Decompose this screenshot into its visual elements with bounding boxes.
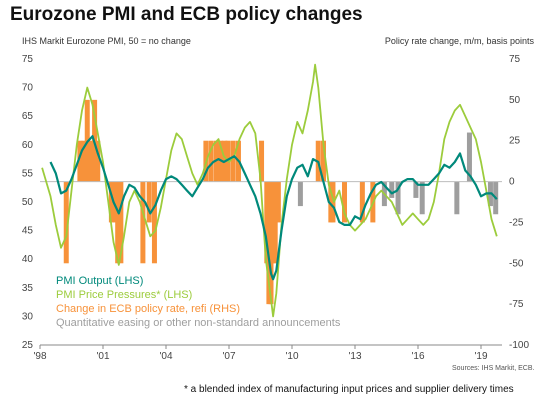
- non-standard-bar-0: [297, 181, 303, 207]
- non-standard-bar-5: [419, 181, 425, 215]
- policy-rate-bar-4: [88, 140, 94, 182]
- legend-policy-rate: Change in ECB policy rate, refi (RHS): [56, 303, 240, 315]
- x-tick-label: '01: [96, 351, 109, 362]
- legend-non-standard: Quantitative easing or other non-standar…: [56, 317, 341, 329]
- policy-rate-bar-9: [115, 181, 121, 264]
- non-standard-bar-2: [389, 181, 395, 198]
- non-standard-bar-4: [413, 181, 419, 198]
- x-tick-label: '98: [33, 351, 46, 362]
- left-tick-label: 65: [22, 111, 34, 122]
- policy-rate-bar-0: [63, 181, 69, 264]
- right-tick-label: 25: [509, 136, 521, 147]
- policy-rate-bar-20: [230, 140, 236, 182]
- policy-rate-bar-13: [151, 181, 157, 264]
- non-standard-bar-6: [454, 181, 460, 215]
- policy-rate-bar-33: [342, 181, 347, 223]
- policy-rate-bar-32: [330, 181, 336, 223]
- left-tick-label: 70: [22, 83, 34, 94]
- legend-pmi-price: PMI Price Pressures* (LHS): [56, 289, 192, 301]
- right-tick-label: -75: [509, 299, 524, 310]
- policy-rate-bar-27: [272, 181, 278, 264]
- policy-rate-bar-30: [321, 140, 326, 182]
- non-standard-bar-3: [395, 181, 401, 215]
- policy-rate-bar-10: [118, 181, 124, 264]
- policy-rate-bar-1: [77, 140, 83, 182]
- left-tick-label: 40: [22, 254, 34, 265]
- left-tick-label: 50: [22, 197, 34, 208]
- left-tick-label: 60: [22, 140, 34, 151]
- x-tick-label: '13: [348, 351, 361, 362]
- chart-title: Eurozone PMI and ECB policy changes: [10, 4, 363, 25]
- right-tick-label: -100: [509, 340, 529, 351]
- policy-rate-bar-6: [95, 140, 101, 182]
- non-standard-bar-7: [466, 132, 472, 182]
- left-tick-label: 55: [22, 168, 34, 179]
- footnote: * a blended index of manufacturing input…: [184, 384, 514, 395]
- x-tick-label: '04: [159, 351, 172, 362]
- left-tick-label: 35: [22, 283, 34, 294]
- left-tick-label: 75: [22, 54, 34, 65]
- legend: PMI Output (LHS) PMI Price Pressures* (LH…: [56, 275, 341, 329]
- right-tick-label: 0: [509, 177, 515, 188]
- policy-rate-bar-34: [359, 181, 365, 223]
- left-tick-label: 25: [22, 340, 34, 351]
- policy-rate-bar-2: [81, 140, 87, 182]
- policy-rate-bar-11: [140, 181, 146, 264]
- policy-rate-bar-12: [146, 181, 152, 223]
- right-tick-label: -50: [509, 258, 524, 269]
- x-tick-label: '19: [474, 351, 487, 362]
- source-note: Sources: IHS Markit, ECB.: [452, 365, 535, 372]
- policy-rate-bar-28: [275, 181, 281, 223]
- pmi-output-line: [49, 135, 498, 281]
- policy-rate-bar-22: [259, 140, 265, 182]
- right-tick-label: 50: [509, 95, 521, 106]
- right-tick-label: 75: [509, 54, 521, 65]
- x-tick-label: '16: [411, 351, 424, 362]
- x-tick-label: '07: [222, 351, 235, 362]
- left-axis-note: IHS Markit Eurozone PMI, 50 = no change: [22, 36, 191, 46]
- right-axis-note: Policy rate change, m/m, basis points: [384, 36, 534, 46]
- left-tick-label: 30: [22, 311, 34, 322]
- legend-pmi-output: PMI Output (LHS): [56, 275, 143, 287]
- pmi-price-line: [41, 63, 498, 318]
- right-tick-label: -25: [509, 217, 524, 228]
- policy-rate-bar-7: [108, 181, 114, 223]
- left-tick-label: 45: [22, 226, 34, 237]
- policy-rate-bar-15: [208, 140, 214, 182]
- x-tick-label: '10: [285, 351, 298, 362]
